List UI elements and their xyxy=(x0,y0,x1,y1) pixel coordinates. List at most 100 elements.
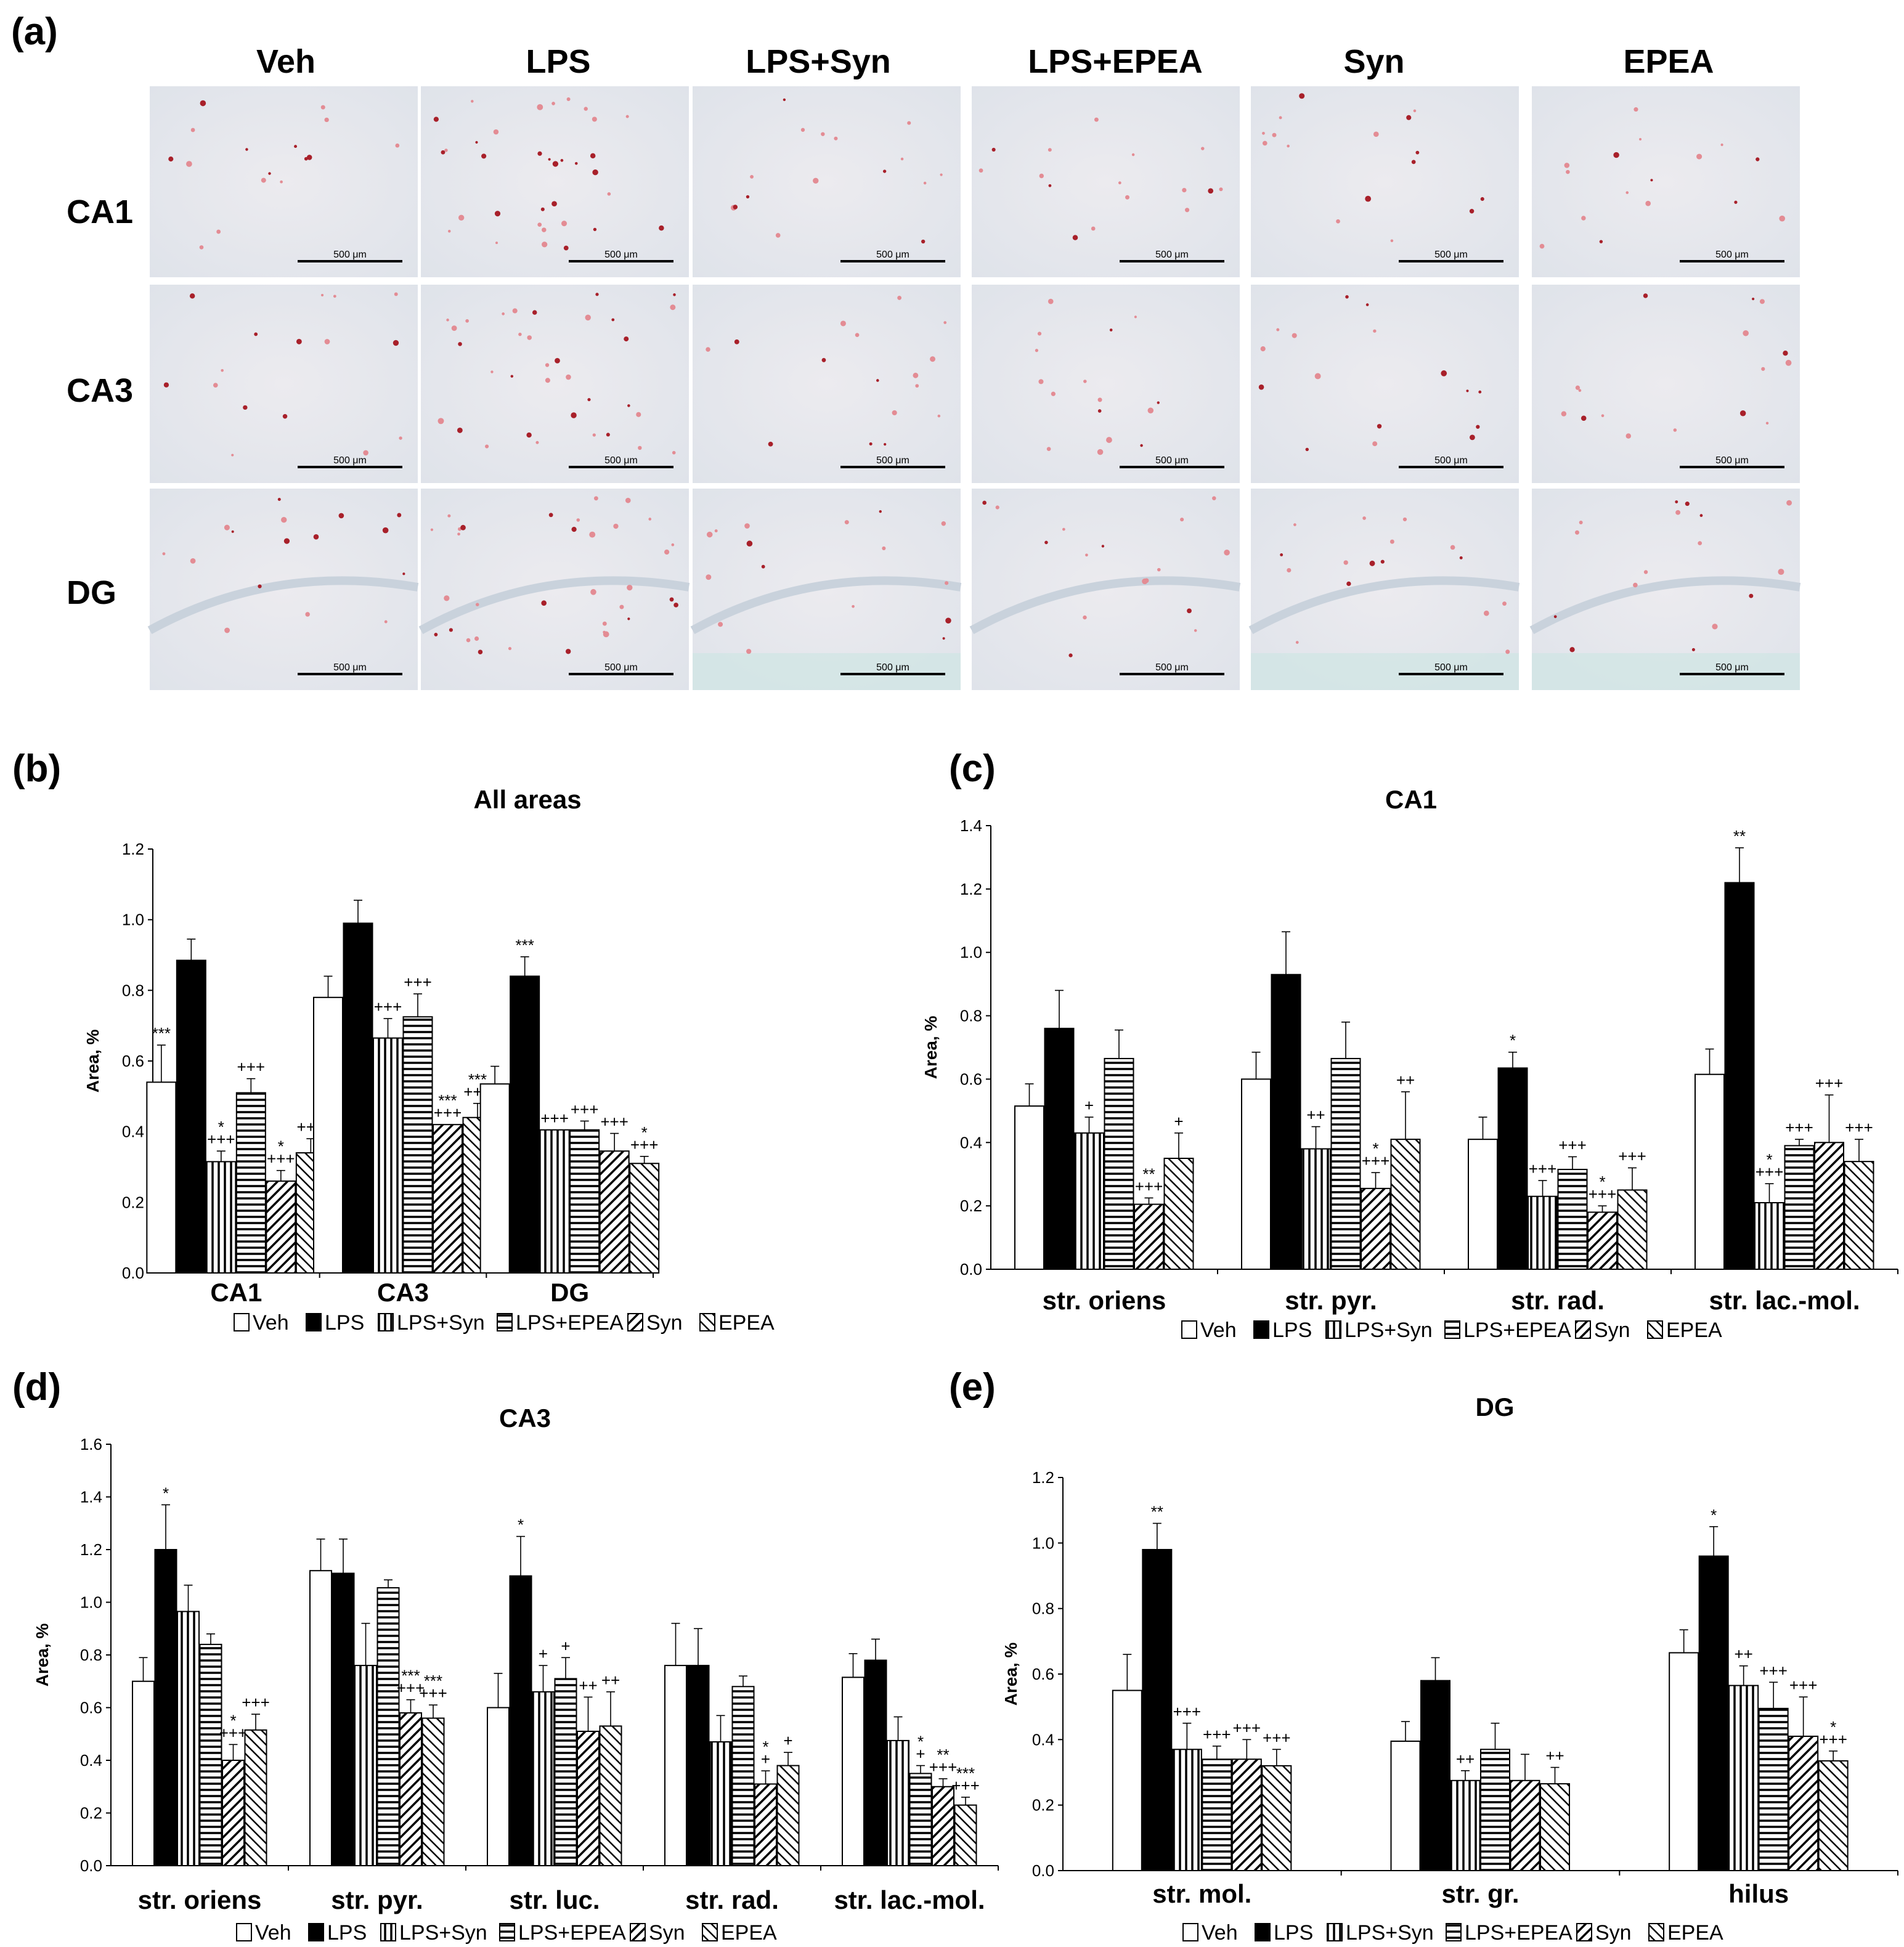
bar xyxy=(1330,1058,1361,1270)
legend-swatch xyxy=(1255,1923,1271,1941)
y-tick-label: 0.2 xyxy=(122,1193,144,1211)
scale-bar-label: 500 μm xyxy=(604,250,638,260)
stained-cell xyxy=(574,162,578,165)
significance-annotation: +++ xyxy=(929,1758,958,1776)
category-label: str. oriens xyxy=(138,1885,262,1914)
bar xyxy=(235,1092,266,1274)
stained-cell xyxy=(1083,380,1087,383)
significance-annotation: +++ xyxy=(1815,1074,1844,1092)
stained-cell xyxy=(1685,502,1690,506)
stained-cell xyxy=(1752,298,1755,301)
stained-cell xyxy=(532,310,537,315)
bar xyxy=(433,1124,463,1274)
y-tick-label: 0.4 xyxy=(122,1123,144,1141)
y-axis-label: Area, % xyxy=(33,1624,52,1687)
bar xyxy=(509,1575,532,1866)
stained-cell xyxy=(900,157,904,161)
significance-annotation: * xyxy=(230,1711,236,1730)
stained-cell xyxy=(338,513,344,519)
stained-cell xyxy=(1613,152,1619,158)
stained-cell xyxy=(627,585,633,591)
micrograph-tile xyxy=(150,86,418,277)
stained-cell xyxy=(1459,556,1463,559)
significance-annotation: * xyxy=(1766,1150,1772,1169)
bar xyxy=(1617,1189,1648,1270)
bar xyxy=(1142,1548,1173,1871)
stained-cell xyxy=(1389,539,1394,544)
significance-annotation: * xyxy=(278,1137,284,1156)
stained-cell xyxy=(783,98,786,102)
stained-cell xyxy=(821,358,826,362)
y-tick-label: 1.2 xyxy=(1032,1468,1054,1487)
legend-label: Veh xyxy=(255,1921,291,1945)
significance-annotation: * xyxy=(1599,1173,1605,1191)
stained-cell xyxy=(1749,593,1754,598)
significance-annotation: +++ xyxy=(1233,1718,1261,1737)
scale-bar-label: 500 μm xyxy=(1434,250,1468,260)
significance-annotation: * xyxy=(518,1516,524,1534)
bar xyxy=(1788,1736,1819,1871)
legend-swatch xyxy=(1576,1923,1592,1941)
legend-label: LPS+Syn xyxy=(397,1311,485,1335)
stained-cell xyxy=(1478,390,1482,394)
stained-cell xyxy=(1035,349,1038,352)
significance-annotation: +++ xyxy=(1203,1725,1231,1744)
significance-annotation: +++ xyxy=(397,1679,425,1697)
stained-cell xyxy=(1696,153,1703,160)
bar xyxy=(1241,1078,1271,1270)
bar xyxy=(154,1549,177,1866)
legend-swatch xyxy=(378,1313,394,1331)
legend-swatch xyxy=(1647,1320,1663,1339)
scale-bar-label: 500 μm xyxy=(1155,250,1189,260)
stained-cell xyxy=(441,150,445,155)
stained-cell xyxy=(280,180,283,184)
stained-cell xyxy=(1373,329,1377,333)
stained-cell xyxy=(1343,560,1348,565)
legend-label: LPS+EPEA xyxy=(518,1921,626,1945)
stained-cell xyxy=(834,136,838,140)
y-tick-label: 0.4 xyxy=(960,1133,982,1152)
tissue-stain xyxy=(1532,653,1800,690)
stained-cell xyxy=(1783,351,1788,356)
stained-cell xyxy=(1365,303,1369,306)
stained-cell xyxy=(576,518,580,522)
stained-cell xyxy=(1469,434,1475,441)
stained-cell xyxy=(548,513,553,518)
bar xyxy=(176,959,206,1274)
stained-cell xyxy=(1575,530,1579,535)
stained-cell xyxy=(1502,601,1507,606)
stained-cell xyxy=(1369,560,1375,566)
stained-cell xyxy=(458,342,462,346)
bar xyxy=(132,1680,155,1866)
scale-bar-label: 500 μm xyxy=(333,455,367,466)
stained-cell xyxy=(305,612,310,617)
stained-cell xyxy=(1212,496,1216,500)
stained-cell xyxy=(1362,516,1366,520)
stained-cell xyxy=(593,227,597,232)
y-tick-label: 0.2 xyxy=(960,1197,982,1215)
bar xyxy=(487,1707,510,1866)
stained-cell xyxy=(1406,115,1412,120)
stained-cell xyxy=(930,356,935,362)
stained-cell xyxy=(221,368,224,372)
significance-annotation: +++ xyxy=(1173,1702,1202,1721)
bar xyxy=(1844,1161,1874,1270)
bar xyxy=(664,1665,687,1867)
stained-cell xyxy=(1287,144,1290,148)
stained-cell xyxy=(433,116,439,122)
stained-cell xyxy=(1778,569,1784,575)
stained-cell xyxy=(592,116,597,122)
stained-cell xyxy=(1581,415,1587,421)
stained-cell xyxy=(542,227,547,232)
stained-cell xyxy=(518,332,522,336)
stained-cell xyxy=(451,325,457,331)
stained-cell xyxy=(1280,553,1284,556)
stained-cell xyxy=(258,584,262,588)
stained-cell xyxy=(384,620,388,624)
bar xyxy=(599,1725,622,1867)
bar xyxy=(343,922,373,1274)
legend-label: Veh xyxy=(1202,1921,1238,1945)
stained-cell xyxy=(1287,567,1292,573)
micrograph-tile xyxy=(1251,285,1519,483)
significance-annotation: +++ xyxy=(1263,1728,1291,1747)
